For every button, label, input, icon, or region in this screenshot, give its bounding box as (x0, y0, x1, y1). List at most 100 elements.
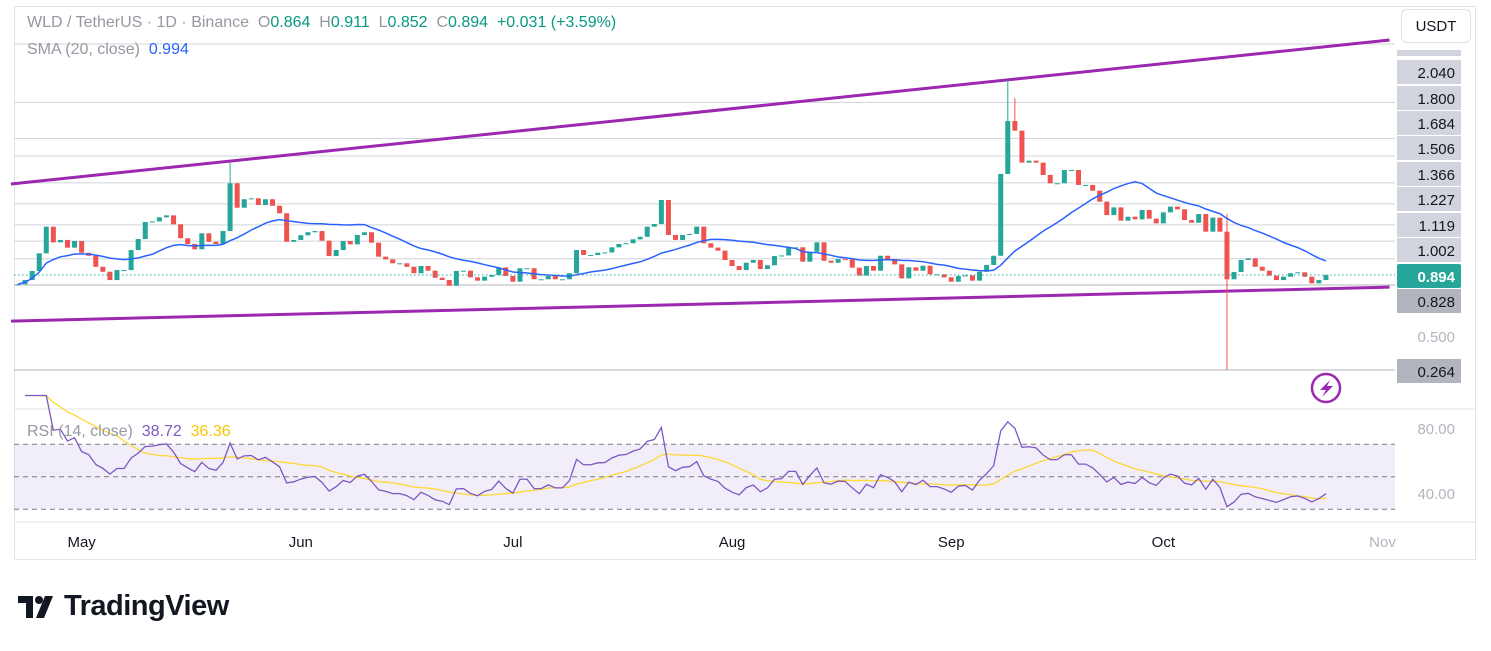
rsi-ma-line (25, 394, 1327, 500)
candle (213, 241, 219, 245)
price-axis-tick: 0.500 (1417, 329, 1455, 346)
candle (623, 243, 629, 245)
candle (1266, 270, 1272, 276)
candle (489, 275, 495, 277)
candle (390, 259, 396, 264)
candle (114, 270, 120, 281)
candle (1196, 214, 1202, 223)
price-level-label-bg (1397, 238, 1461, 262)
candle (694, 226, 700, 234)
candle (369, 232, 374, 243)
candle (277, 205, 283, 214)
rsi-axis-tick: 80.00 (1417, 421, 1455, 438)
candle (291, 239, 297, 242)
last-price-label: 0.894 (1417, 269, 1455, 286)
candle (644, 226, 650, 237)
lightning-icon[interactable] (1310, 372, 1342, 404)
candle (446, 280, 452, 286)
channel-lower-line (10, 285, 1390, 323)
rsi-legend[interactable]: RSI (14, close) 38.72 36.36 (27, 423, 231, 440)
candle (1224, 231, 1230, 280)
candle (1281, 276, 1287, 281)
candle (1231, 272, 1237, 280)
candle (432, 270, 438, 278)
price-level-label: 2.040 (1417, 65, 1455, 82)
candle (977, 271, 983, 281)
candle (149, 221, 155, 223)
candle (849, 259, 855, 268)
candle (750, 259, 756, 263)
time-axis-tick: Aug (719, 534, 746, 551)
currency-button[interactable]: USDT (1401, 9, 1471, 43)
price-level-label-bg (1397, 289, 1461, 313)
candle (835, 259, 841, 263)
candle (814, 242, 820, 252)
candle (574, 250, 580, 274)
sma-line (17, 180, 1327, 285)
candle (1111, 207, 1117, 216)
candle (680, 234, 686, 240)
candle (673, 234, 679, 240)
candle (1026, 160, 1032, 163)
candle (1217, 217, 1223, 232)
tradingview-logo[interactable]: TradingView (18, 590, 229, 623)
candle (298, 235, 304, 240)
candle (185, 238, 191, 245)
open-value: 0.864 (270, 14, 311, 31)
candle (842, 259, 848, 261)
candle (962, 275, 968, 277)
candle (1104, 201, 1110, 216)
candle (248, 198, 254, 200)
candle (439, 277, 445, 281)
candle (1005, 121, 1011, 174)
candle (15, 284, 21, 286)
candle (234, 183, 240, 208)
candle (510, 275, 516, 282)
price-level-label: 0.264 (1417, 364, 1455, 381)
lightning-icon-circle (1310, 372, 1342, 404)
candle (687, 233, 693, 235)
low-value: 0.852 (387, 14, 428, 31)
candle (1316, 280, 1322, 284)
sma-value: 0.994 (148, 41, 189, 58)
price-level-label: 1.684 (1417, 116, 1455, 133)
candle (1295, 272, 1301, 274)
price-level-label-bg (1397, 213, 1461, 237)
sma-legend[interactable]: SMA (20, close) 0.994 (27, 41, 189, 58)
candle (665, 200, 671, 235)
candle (397, 263, 403, 265)
candle (1076, 170, 1081, 185)
candle (326, 240, 332, 257)
chart-frame (14, 6, 1476, 560)
candle (602, 252, 608, 254)
candle (658, 200, 664, 224)
candle (503, 267, 509, 276)
candle (453, 270, 459, 286)
candle (581, 250, 587, 256)
symbol-legend: WLD / TetherUS · 1D · Binance O0.864 H0.… (27, 14, 617, 31)
symbol-title[interactable]: WLD / TetherUS · 1D · Binance (27, 14, 250, 31)
candle (1203, 214, 1209, 232)
candle (1245, 258, 1251, 260)
candle (637, 236, 643, 240)
candle (142, 222, 148, 240)
candle (743, 262, 749, 271)
candle (482, 276, 488, 281)
candle (651, 223, 657, 227)
candle (361, 232, 367, 235)
candle (1167, 206, 1173, 213)
price-level-label: 1.506 (1417, 141, 1455, 158)
candle (50, 226, 56, 243)
candle (856, 267, 862, 276)
candle (57, 239, 63, 243)
price-level-label-bg (1397, 60, 1461, 84)
candle (460, 270, 466, 272)
candle (255, 198, 261, 205)
candle (955, 275, 961, 282)
price-level-label-bg (1397, 136, 1461, 160)
candle (79, 240, 85, 253)
time-axis-tick: Jun (289, 534, 313, 551)
candle (192, 244, 198, 250)
candle (467, 270, 473, 278)
